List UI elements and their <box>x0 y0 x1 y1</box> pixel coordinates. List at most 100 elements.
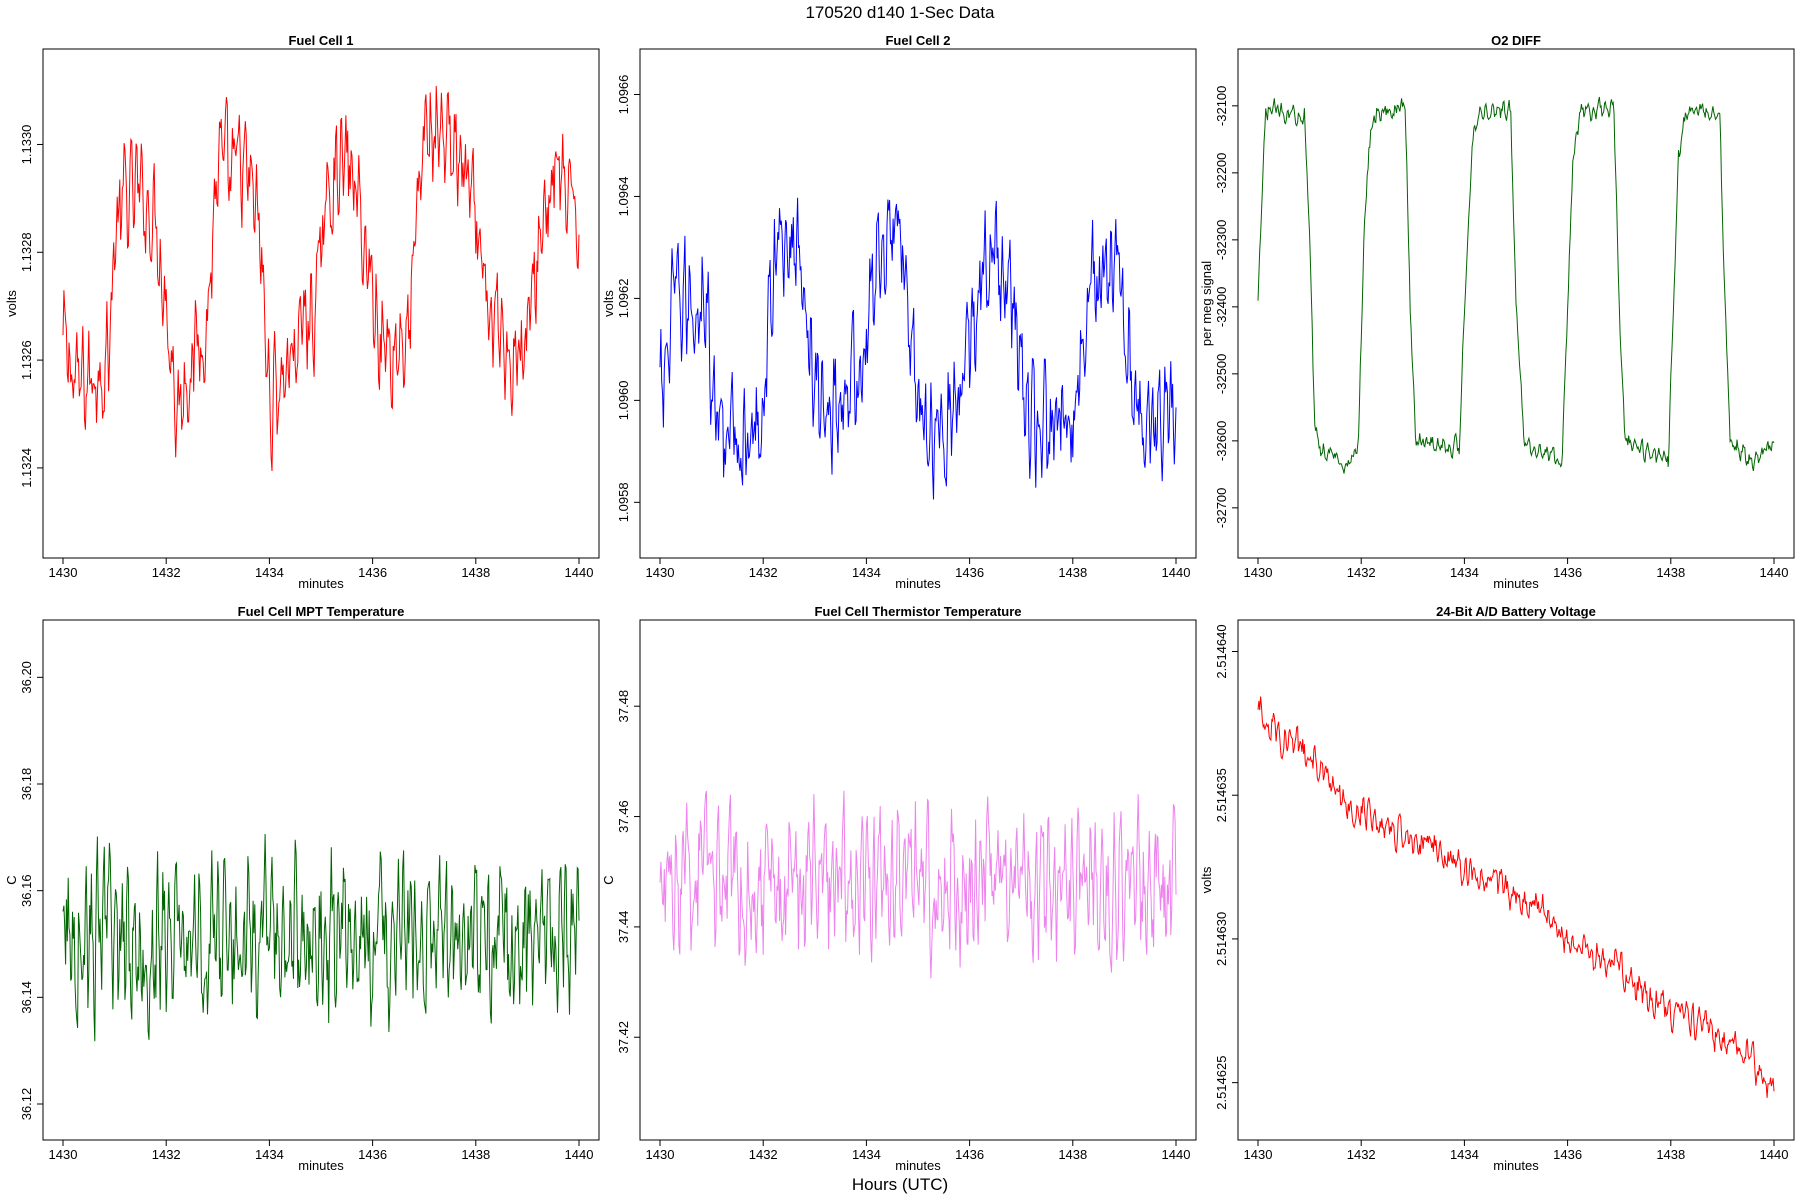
y-tick-label: 36.12 <box>19 1088 34 1121</box>
x-tick-label: 1438 <box>1656 565 1685 580</box>
figure-title: 170520 d140 1-Sec Data <box>805 3 995 22</box>
x-tick-label: 1436 <box>358 1147 387 1162</box>
x-tick-label: 1438 <box>461 1147 490 1162</box>
y-tick-label: -32600 <box>1214 421 1229 461</box>
y-tick-label: 37.42 <box>616 1021 631 1054</box>
y-tick-label: 36.20 <box>19 661 34 694</box>
chart-panel-4: Fuel Cell MPT Temperature 1430 1432 1434 143… <box>4 604 600 1173</box>
x-tick-label: 1436 <box>1553 1147 1582 1162</box>
x-tick-label: 1430 <box>646 1147 675 1162</box>
y-tick-label: 2.514625 <box>1214 1056 1229 1110</box>
y-tick-label: 1.1326 <box>19 340 34 380</box>
x-tick-label: 1436 <box>955 565 984 580</box>
plot-frame <box>639 619 1197 1141</box>
x-tick-label: 1432 <box>1347 1147 1376 1162</box>
y-axis-label: C <box>4 875 19 884</box>
y-tick-label: 1.0962 <box>616 279 631 319</box>
series-line <box>1257 96 1775 474</box>
y-tick-label: -32500 <box>1214 354 1229 394</box>
x-tick-label: 1440 <box>1760 1147 1789 1162</box>
x-tick-label: 1434 <box>1450 565 1479 580</box>
x-tick-label: 1438 <box>461 565 490 580</box>
x-tick-label: 1436 <box>358 565 387 580</box>
x-tick-label: 1434 <box>1450 1147 1479 1162</box>
x-tick-label: 1440 <box>565 1147 594 1162</box>
x-tick-label: 1440 <box>1162 565 1191 580</box>
y-tick-label: 36.16 <box>19 874 34 907</box>
chart-panel-2: Fuel Cell 2 1430 1432 1434 1436 1438 1440 minut… <box>601 33 1197 591</box>
x-tick-label: 1436 <box>1553 565 1582 580</box>
series-line <box>659 197 1177 500</box>
y-tick-label: 1.0960 <box>616 380 631 420</box>
y-tick-label: 1.1328 <box>19 232 34 272</box>
series-line <box>659 790 1177 979</box>
x-tick-label: 1438 <box>1058 565 1087 580</box>
x-tick-label: 1436 <box>955 1147 984 1162</box>
x-axis-label: minutes <box>895 1158 941 1173</box>
x-tick-label: 1430 <box>646 565 675 580</box>
plot-frame <box>639 48 1197 559</box>
x-tick-label: 1438 <box>1656 1147 1685 1162</box>
x-tick-label: 1434 <box>255 565 284 580</box>
x-tick-label: 1432 <box>152 1147 181 1162</box>
plot-frame <box>42 619 600 1141</box>
y-tick-label: -32700 <box>1214 488 1229 528</box>
x-tick-label: 1430 <box>49 1147 78 1162</box>
chart-title: Fuel Cell MPT Temperature <box>238 604 405 619</box>
y-axis-label: volts <box>601 290 616 317</box>
chart-panel-6: 24-Bit A/D Battery Voltage 1430 1432 1434 14… <box>1199 604 1795 1173</box>
chart-panel-5: Fuel Cell Thermistor Temperature 1430 1432… <box>601 604 1197 1173</box>
chart-title: Fuel Cell 2 <box>885 33 950 48</box>
x-tick-label: 1430 <box>1244 1147 1273 1162</box>
x-tick-label: 1440 <box>565 565 594 580</box>
y-axis-label: volts <box>4 290 19 317</box>
series-line <box>62 833 580 1042</box>
y-tick-label: 36.18 <box>19 768 34 801</box>
y-tick-label: 36.14 <box>19 981 34 1014</box>
y-tick-label: 37.46 <box>616 800 631 833</box>
y-tick-label: -32100 <box>1214 86 1229 126</box>
y-axis-label: per meg signal <box>1199 261 1214 346</box>
plot-frame <box>1237 48 1795 559</box>
x-tick-label: 1432 <box>1347 565 1376 580</box>
y-axis-label: volts <box>1199 866 1214 893</box>
x-tick-label: 1432 <box>152 565 181 580</box>
x-axis-label: minutes <box>895 576 941 591</box>
x-tick-label: 1432 <box>749 1147 778 1162</box>
panels-group: Fuel Cell 1 1430 1432 1434 1436 1438 1440 minut… <box>4 33 1795 1173</box>
y-tick-label: 1.1330 <box>19 125 34 165</box>
x-axis-label: minutes <box>298 1158 344 1173</box>
x-tick-label: 1440 <box>1162 1147 1191 1162</box>
y-tick-label: 1.1324 <box>19 448 34 488</box>
x-tick-label: 1434 <box>852 1147 881 1162</box>
x-tick-label: 1438 <box>1058 1147 1087 1162</box>
y-tick-label: -32300 <box>1214 220 1229 260</box>
figure-x-label: Hours (UTC) <box>852 1175 948 1194</box>
y-tick-label: 2.514640 <box>1214 624 1229 678</box>
chart-title: Fuel Cell 1 <box>288 33 353 48</box>
chart-panel-3: O2 DIFF 1430 1432 1434 1436 1438 1440 minutes -3… <box>1199 33 1795 591</box>
chart-panel-1: Fuel Cell 1 1430 1432 1434 1436 1438 1440 minut… <box>4 33 600 591</box>
y-tick-label: 1.0966 <box>616 75 631 115</box>
series-line <box>62 85 580 472</box>
y-tick-label: 2.514635 <box>1214 768 1229 822</box>
chart-title: O2 DIFF <box>1491 33 1541 48</box>
x-axis-label: minutes <box>1493 1158 1539 1173</box>
y-tick-label: 37.48 <box>616 690 631 723</box>
x-tick-label: 1434 <box>255 1147 284 1162</box>
y-tick-label: 1.0964 <box>616 177 631 217</box>
y-tick-label: -32400 <box>1214 287 1229 327</box>
y-tick-label: -32200 <box>1214 153 1229 193</box>
x-tick-label: 1430 <box>1244 565 1273 580</box>
series-line <box>1257 696 1775 1098</box>
y-tick-label: 1.0958 <box>616 482 631 522</box>
y-tick-label: 37.44 <box>616 911 631 944</box>
x-tick-label: 1432 <box>749 565 778 580</box>
plot-frame <box>42 48 600 559</box>
x-tick-label: 1430 <box>49 565 78 580</box>
x-tick-label: 1434 <box>852 565 881 580</box>
x-axis-label: minutes <box>1493 576 1539 591</box>
plot-frame <box>1237 619 1795 1141</box>
x-tick-label: 1440 <box>1760 565 1789 580</box>
